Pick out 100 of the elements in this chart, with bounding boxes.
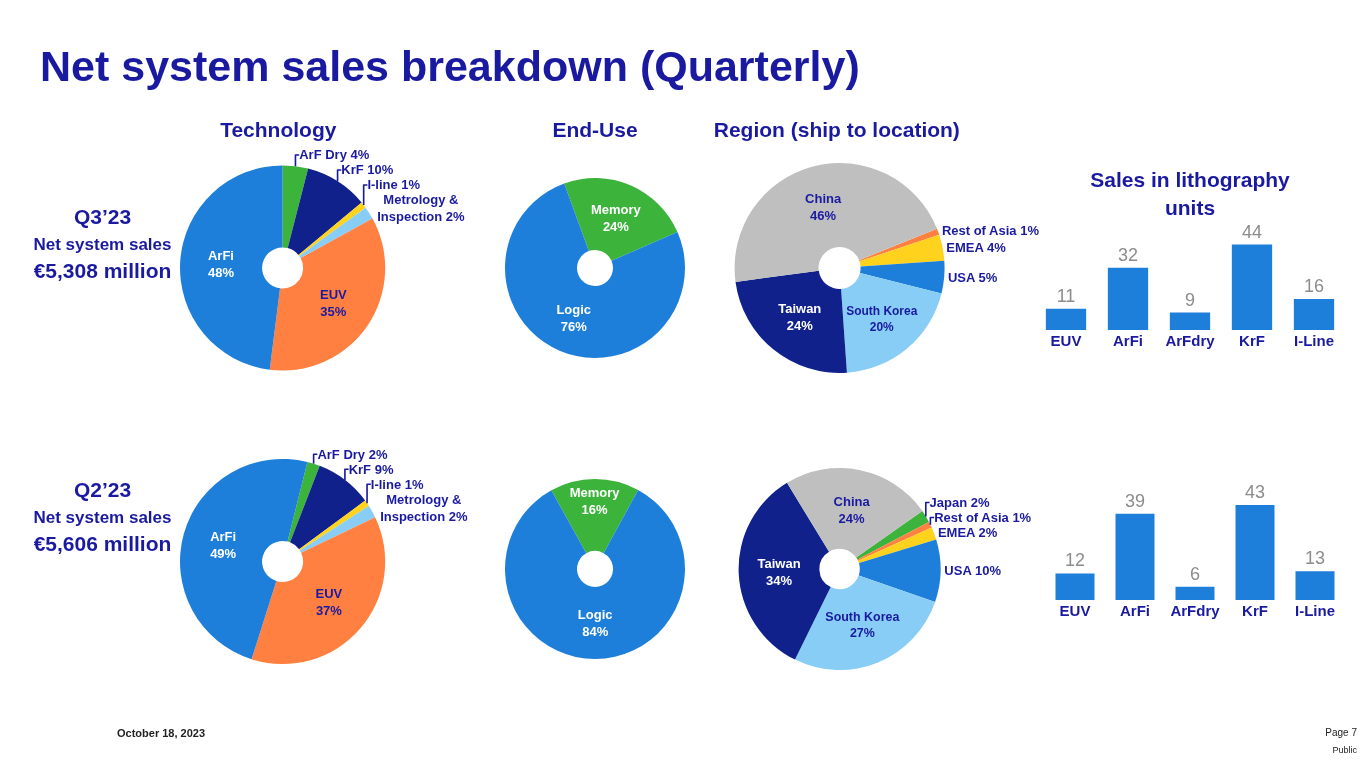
- donut-slice: [859, 228, 940, 262]
- text: Q3’23: [72, 205, 133, 229]
- slice-label: Logic: [556, 301, 592, 317]
- text: €5,606 million: [32, 532, 173, 556]
- slice-label: EMEA 2%: [937, 525, 998, 541]
- data-label: 34%: [766, 572, 793, 588]
- bar: [1115, 513, 1155, 600]
- data-label: 12: [1064, 550, 1086, 571]
- text: Net system sales: [32, 235, 173, 255]
- donut-slice: [180, 165, 283, 370]
- slice-label: USA 10%: [944, 563, 1002, 579]
- x-tick-label: ArFi: [1120, 602, 1150, 619]
- data-label: 48%: [207, 265, 235, 281]
- data-label: 76%: [560, 318, 588, 334]
- x-tick-label: EUV: [1059, 602, 1091, 619]
- data-label: 43: [1244, 482, 1266, 502]
- slice-label: KrF 10%: [341, 162, 394, 178]
- data-label: 16%: [581, 501, 609, 517]
- x-tick-label: EUV: [1050, 332, 1082, 349]
- bar: [1293, 298, 1335, 330]
- chart-title: Sales in lithography units: [1090, 168, 1291, 219]
- donut-slice: [734, 163, 937, 282]
- text: Q2’23: [72, 478, 133, 502]
- text: Net system sales breakdown (Quarterly): [40, 42, 860, 91]
- slice-label: Rest of Asia 1%: [941, 223, 1040, 239]
- x-tick-label: ArFdry: [1165, 332, 1216, 349]
- data-label: 32: [1117, 244, 1139, 265]
- slice-label: I-line 1%: [370, 476, 424, 492]
- slice-label: Metrology & Inspection 2%: [377, 192, 466, 225]
- slice-label: China: [805, 191, 842, 207]
- data-label: 39: [1124, 490, 1146, 511]
- x-tick-label: KrF: [1239, 332, 1265, 349]
- data-label: 27%: [849, 626, 875, 641]
- data-label: 24%: [602, 219, 630, 235]
- donut-slice: [735, 270, 847, 373]
- data-label: 44: [1241, 221, 1263, 242]
- data-label: 11: [1056, 285, 1076, 306]
- donut-slice: [564, 178, 678, 261]
- text: Net system sales: [32, 508, 173, 528]
- bar: [1175, 586, 1215, 600]
- slice-label: EUV: [315, 585, 343, 601]
- bar: [1169, 312, 1211, 330]
- slice-label: Metrology & Inspection 2%: [380, 491, 468, 524]
- slice-label: China: [833, 493, 871, 509]
- slice-label: Taiwan: [757, 555, 801, 571]
- slice-label: South Korea: [846, 304, 918, 319]
- donut-slice: [282, 165, 309, 249]
- slice-label: ArF Dry 2%: [317, 446, 388, 462]
- donut-slice: [287, 461, 320, 543]
- slice-label: ArFi: [207, 248, 234, 264]
- data-label: 13: [1304, 548, 1326, 569]
- donut-slice: [858, 527, 937, 564]
- slice-label: Memory: [569, 484, 621, 500]
- slice-label: Logic: [577, 607, 613, 623]
- x-tick-label: I-Line: [1295, 602, 1335, 619]
- donut-slice: [859, 260, 945, 294]
- slice-label: Japan 2%: [929, 495, 990, 511]
- donut-slice: [180, 458, 308, 660]
- data-label: 20%: [869, 319, 895, 334]
- x-tick-label: KrF: [1242, 602, 1268, 619]
- donut-slice: [298, 202, 366, 256]
- data-label: 49%: [210, 545, 237, 561]
- slice-label: KrF 9%: [348, 461, 394, 477]
- slice-label: Taiwan: [778, 300, 822, 316]
- bar: [1231, 244, 1273, 330]
- data-label: 37%: [315, 602, 343, 618]
- donut-slice: [858, 539, 941, 602]
- donut-slice: [505, 489, 685, 659]
- data-label: 24%: [786, 317, 814, 333]
- text: Public: [1332, 745, 1357, 755]
- bar: [1295, 571, 1335, 600]
- slice-label: Rest of Asia 1%: [934, 510, 1032, 526]
- slice-label: EMEA 4%: [946, 239, 1007, 255]
- donut-slice: [299, 505, 376, 553]
- slice-label: ArFi: [210, 528, 237, 544]
- data-label: 46%: [810, 208, 837, 224]
- x-tick-label: ArFi: [1113, 332, 1143, 349]
- donut-slice: [859, 234, 945, 267]
- x-tick-label: ArFdry: [1170, 602, 1221, 619]
- bar: [1045, 308, 1087, 330]
- slice-label: South Korea: [825, 610, 900, 625]
- bar: [1235, 505, 1275, 600]
- slice-label: Memory: [590, 202, 642, 218]
- bar: [1107, 267, 1149, 330]
- donut-slice: [505, 183, 685, 358]
- slice-label: USA 5%: [947, 269, 998, 285]
- data-label: 84%: [582, 623, 609, 639]
- chart-title: Region (ship to location): [713, 117, 960, 141]
- data-label: 24%: [838, 510, 866, 526]
- data-label: 16: [1303, 275, 1325, 296]
- donut-slice: [299, 500, 369, 551]
- data-label: 35%: [320, 303, 347, 319]
- slice-label: EUV: [319, 286, 348, 302]
- chart-title: Technology: [220, 117, 337, 141]
- donut-slice: [795, 575, 936, 670]
- donut-slice: [841, 273, 942, 373]
- donut-slice: [299, 207, 373, 259]
- bar: [1055, 573, 1095, 600]
- data-label: 9: [1184, 289, 1196, 310]
- text: October 18, 2023: [117, 727, 206, 739]
